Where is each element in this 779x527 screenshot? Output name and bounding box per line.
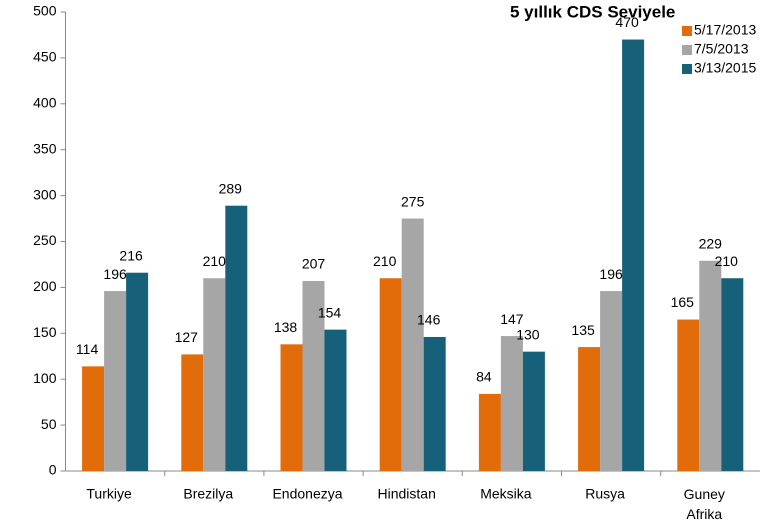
x-tick-label-line: Guney <box>684 486 725 502</box>
bar <box>379 278 402 471</box>
value-label: 127 <box>175 329 199 345</box>
y-tick-label: 250 <box>33 232 57 248</box>
bar <box>324 329 347 471</box>
y-tick-label: 200 <box>33 278 57 294</box>
y-tick-label: 500 <box>33 3 57 19</box>
bar <box>203 278 226 471</box>
value-label: 275 <box>401 193 425 209</box>
bar <box>181 354 204 471</box>
value-label: 135 <box>571 322 595 338</box>
x-tick-label: Brezilya <box>183 486 233 502</box>
x-tick-label: Turkiye <box>86 486 132 502</box>
value-label: 207 <box>302 256 326 272</box>
bar <box>578 347 601 471</box>
y-tick-label: 300 <box>33 186 57 202</box>
bar <box>225 205 248 471</box>
legend-label: 5/17/2013 <box>694 22 756 38</box>
bar <box>126 272 149 471</box>
value-label: 210 <box>373 253 397 269</box>
value-label: 216 <box>119 247 143 263</box>
bar <box>280 344 303 471</box>
bar <box>104 291 127 471</box>
bar <box>500 336 523 471</box>
y-tick-label: 350 <box>33 140 57 156</box>
bar <box>82 366 105 471</box>
bar <box>677 319 700 471</box>
legend-label: 7/5/2013 <box>694 41 749 57</box>
bar <box>522 351 545 471</box>
value-label: 196 <box>103 266 127 282</box>
bar <box>423 336 446 471</box>
legend-swatch <box>682 45 692 55</box>
value-label: 470 <box>615 14 639 30</box>
bar <box>478 393 501 471</box>
value-label: 165 <box>671 294 695 310</box>
value-label: 130 <box>516 326 540 342</box>
bar <box>401 218 424 471</box>
bar <box>600 291 623 471</box>
x-tick-label: Guney Afrika <box>684 486 725 522</box>
x-tick-label: Meksika <box>480 486 532 502</box>
x-tick-label: Rusya <box>585 486 625 502</box>
value-label: 210 <box>203 253 227 269</box>
value-label: 147 <box>500 311 524 327</box>
x-tick-label-line: Afrika <box>686 506 722 522</box>
chart-title: 5 yıllık CDS Seviyele <box>510 2 675 21</box>
bar <box>622 39 645 471</box>
y-tick-label: 0 <box>49 462 57 478</box>
value-label: 146 <box>417 312 441 328</box>
legend-swatch <box>682 64 692 74</box>
x-tick-label: Hindistan <box>378 486 436 502</box>
y-tick-label: 100 <box>33 370 57 386</box>
value-label: 114 <box>76 341 99 357</box>
x-tick-label: Endonezya <box>272 486 342 502</box>
bar <box>721 278 744 471</box>
value-label: 138 <box>274 319 298 335</box>
legend-label: 3/13/2015 <box>694 60 756 76</box>
bar <box>302 280 325 471</box>
y-tick-label: 450 <box>33 49 57 65</box>
y-tick-label: 400 <box>33 95 57 111</box>
legend-swatch <box>682 26 692 36</box>
value-label: 210 <box>715 253 739 269</box>
value-label: 229 <box>699 235 723 251</box>
value-label: 154 <box>318 304 342 320</box>
bar <box>699 260 722 471</box>
value-label: 289 <box>219 180 243 196</box>
value-label: 196 <box>599 266 623 282</box>
y-tick-label: 150 <box>33 324 57 340</box>
y-tick-label: 50 <box>41 416 57 432</box>
value-label: 84 <box>476 369 492 385</box>
